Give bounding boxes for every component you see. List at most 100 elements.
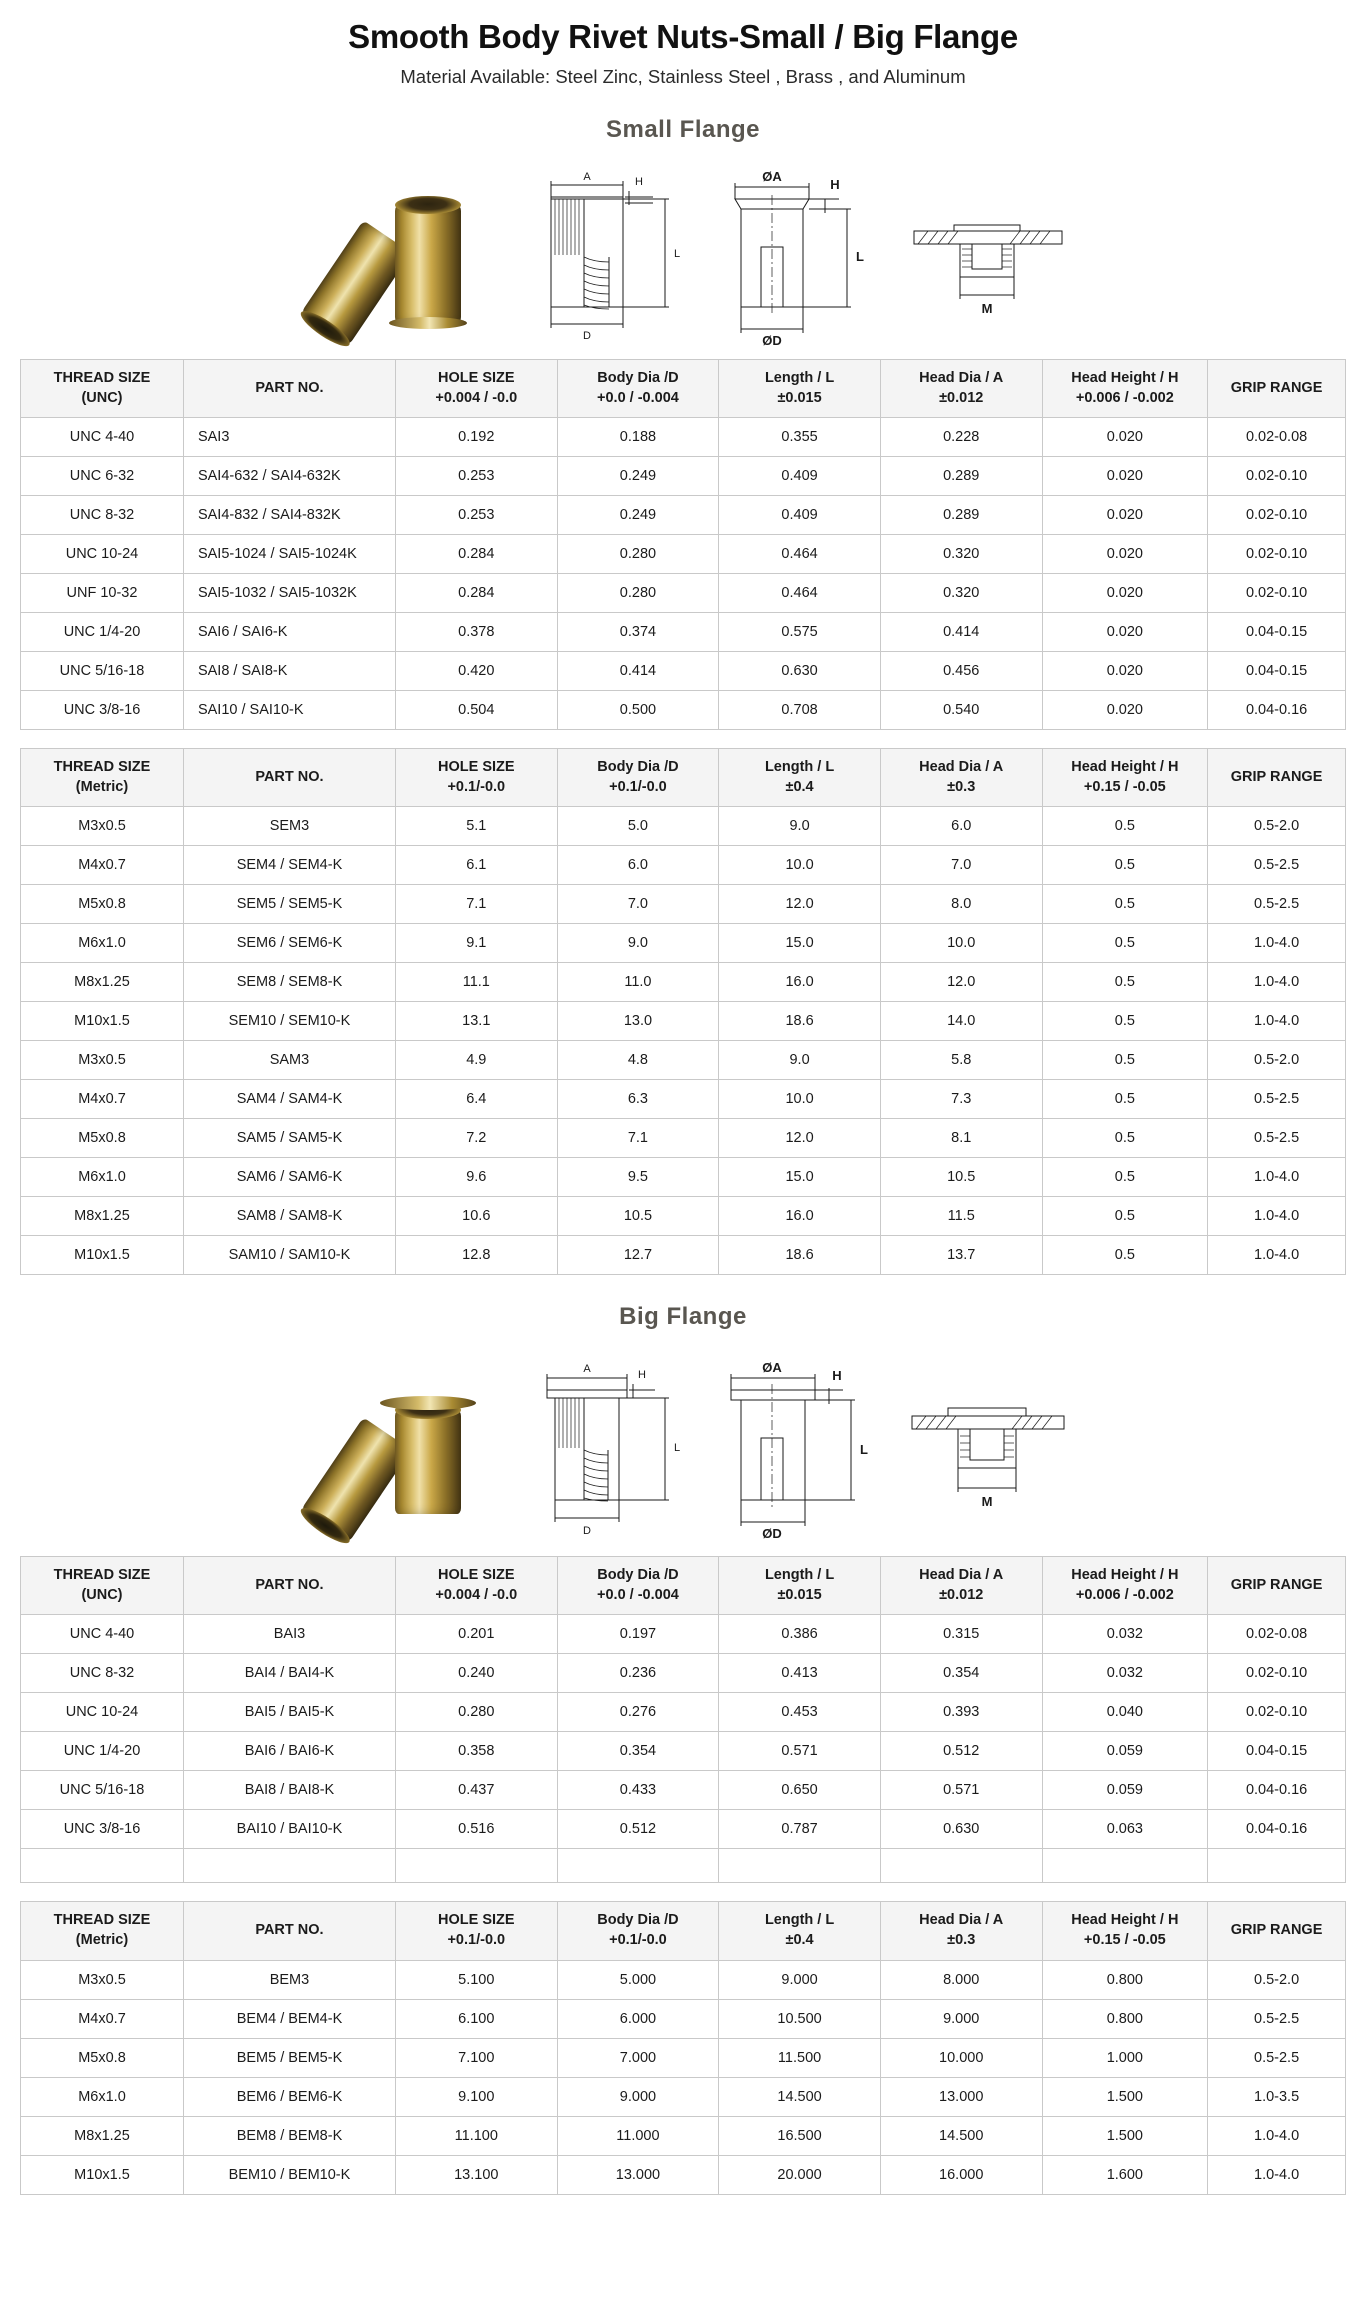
col-thread-size-main: THREAD SIZE bbox=[53, 759, 151, 776]
cell-body-dia: 9.000 bbox=[556, 2076, 720, 2117]
cell-part-no: BEM4 / BEM4-K bbox=[182, 1998, 396, 2039]
cell-head-height: 0.5 bbox=[1041, 962, 1209, 1003]
col-length-main: Length / L bbox=[764, 1912, 835, 1929]
cell-length: 0.355 bbox=[718, 417, 881, 458]
cell-head-dia: 0.228 bbox=[879, 417, 1043, 458]
cell-grip-range: 0.5-2.0 bbox=[1207, 1040, 1346, 1081]
cell-head-height: 0.5 bbox=[1041, 1040, 1209, 1081]
cell-hole-size: 9.1 bbox=[394, 923, 558, 964]
cell-head-dia: 14.0 bbox=[879, 1001, 1043, 1042]
cell-length: 0.453 bbox=[718, 1692, 881, 1733]
cell-part-no: BAI5 / BAI5-K bbox=[182, 1692, 396, 1733]
cell-grip-range: 0.02-0.10 bbox=[1207, 456, 1346, 497]
cell-body-dia: 0.276 bbox=[556, 1692, 720, 1733]
col-length-main: Length / L bbox=[764, 370, 835, 386]
cell-thread-size: UNC 5/16-18 bbox=[20, 1770, 184, 1811]
cell-thread-size: UNF 10-32 bbox=[20, 573, 184, 614]
cell-body-dia: 6.000 bbox=[556, 1998, 720, 2039]
col-thread-size-sub: (Metric) bbox=[75, 778, 129, 795]
cell-head-height: 0.020 bbox=[1041, 417, 1209, 458]
cell-thread-size: M6x1.0 bbox=[20, 923, 184, 964]
cell-head-dia: 0.630 bbox=[879, 1809, 1043, 1850]
cell-thread-size: M4x0.7 bbox=[20, 1079, 184, 1120]
cell-body-dia: 0.433 bbox=[556, 1770, 720, 1811]
cell-hole-size: 0.280 bbox=[394, 1692, 558, 1733]
col-head-height-sub: +0.15 / -0.05 bbox=[1083, 1931, 1166, 1948]
table-row: M6x1.0 BEM6 / BEM6-K 9.100 9.000 14.500 13.00… bbox=[20, 2076, 1346, 2117]
cell-body-dia: 0.512 bbox=[556, 1809, 720, 1850]
col-hole-size-sub: +0.1/-0.0 bbox=[447, 778, 506, 795]
table-row: M4x0.7 SEM4 / SEM4-K 6.1 6.0 10.0 7.0 0.5 0.5-2… bbox=[20, 845, 1346, 886]
col-thread-size: THREAD SIZE (Metric) bbox=[20, 748, 184, 808]
big-flange-metric-table: THREAD SIZE (Metric) PART NO. HOLE SIZE … bbox=[20, 1901, 1346, 2195]
col-body-dia-sub: +0.0 / -0.004 bbox=[597, 1586, 679, 1603]
cell-body-dia: 11.0 bbox=[556, 962, 720, 1003]
table-row: UNC 8-32 SAI4-832 / SAI4-832K 0.253 0.249 0.… bbox=[20, 495, 1346, 536]
dim-label-h: H bbox=[638, 1369, 646, 1381]
col-head-height-main: Head Height / H bbox=[1071, 1912, 1179, 1929]
cell-grip-range: 0.02-0.10 bbox=[1207, 495, 1346, 536]
cell-grip-range: 1.0-4.0 bbox=[1207, 2115, 1346, 2156]
cell-head-dia: 9.000 bbox=[879, 1998, 1043, 2039]
table-row: UNC 5/16-18 BAI8 / BAI8-K 0.437 0.433 0.650 0… bbox=[20, 1770, 1346, 1811]
col-length-sub: ±0.4 bbox=[785, 1931, 814, 1948]
cell-length: 15.0 bbox=[718, 1157, 881, 1198]
table-row: M5x0.8 SEM5 / SEM5-K 7.1 7.0 12.0 8.0 0.5 0.5-2… bbox=[20, 884, 1346, 925]
dim-label-a: A bbox=[583, 171, 591, 183]
dim-label-dia-a: ØA bbox=[762, 169, 782, 184]
cell-body-dia: 0.500 bbox=[556, 690, 720, 731]
col-head-height-main: Head Height / H bbox=[1071, 759, 1179, 776]
cell-part-no: SAI10 / SAI10-K bbox=[182, 690, 396, 731]
col-part-no: PART NO. bbox=[182, 358, 396, 419]
col-head-dia-main: Head Dia / A bbox=[919, 370, 1004, 386]
cell-thread-size: M5x0.8 bbox=[20, 2037, 184, 2078]
cell-grip-range: 0.04-0.16 bbox=[1207, 690, 1346, 731]
table-row: M5x0.8 BEM5 / BEM5-K 7.100 7.000 11.500 10.00… bbox=[20, 2037, 1346, 2078]
cell-thread-size: UNC 3/8-16 bbox=[20, 1809, 184, 1850]
cell-grip-range bbox=[1207, 1848, 1346, 1884]
col-body-dia: Body Dia /D +0.1/-0.0 bbox=[556, 1901, 720, 1961]
cell-body-dia bbox=[556, 1848, 720, 1884]
cell-body-dia: 13.0 bbox=[556, 1001, 720, 1042]
cell-part-no: BEM3 bbox=[182, 1959, 396, 2000]
cell-hole-size: 7.2 bbox=[394, 1118, 558, 1159]
cell-thread-size: M3x0.5 bbox=[20, 1959, 184, 2000]
cell-body-dia: 5.000 bbox=[556, 1959, 720, 2000]
col-thread-size: THREAD SIZE (UNC) bbox=[20, 358, 184, 419]
table-row: M6x1.0 SAM6 / SAM6-K 9.6 9.5 15.0 10.5 0.5 1.0-… bbox=[20, 1157, 1346, 1198]
col-hole-size-main: HOLE SIZE bbox=[438, 370, 515, 386]
table-row: M5x0.8 SAM5 / SAM5-K 7.2 7.1 12.0 8.1 0.5 0.5-2… bbox=[20, 1118, 1346, 1159]
cell-hole-size: 5.100 bbox=[394, 1959, 558, 2000]
cell-head-height: 0.059 bbox=[1041, 1770, 1209, 1811]
cell-part-no: SEM5 / SEM5-K bbox=[182, 884, 396, 925]
dim-label-h-2: H bbox=[832, 1368, 841, 1383]
cell-part-no: BEM10 / BEM10-K bbox=[182, 2154, 396, 2195]
cell-hole-size: 13.1 bbox=[394, 1001, 558, 1042]
col-body-dia-main: Body Dia /D bbox=[597, 1567, 679, 1584]
col-length-main: Length / L bbox=[764, 1567, 835, 1584]
col-thread-size: THREAD SIZE (Metric) bbox=[20, 1901, 184, 1961]
col-hole-size: HOLE SIZE +0.004 / -0.0 bbox=[394, 1556, 558, 1616]
cell-hole-size: 0.358 bbox=[394, 1731, 558, 1772]
cell-grip-range: 1.0-4.0 bbox=[1207, 1157, 1346, 1198]
cell-length: 0.413 bbox=[718, 1653, 881, 1694]
cell-hole-size: 9.100 bbox=[394, 2076, 558, 2117]
cell-part-no: SAM10 / SAM10-K bbox=[182, 1235, 396, 1276]
cell-grip-range: 0.04-0.16 bbox=[1207, 1770, 1346, 1811]
cell-hole-size: 0.253 bbox=[394, 456, 558, 497]
cell-head-dia: 10.5 bbox=[879, 1157, 1043, 1198]
cell-length: 0.708 bbox=[718, 690, 881, 731]
col-head-dia-main: Head Dia / A bbox=[919, 1567, 1004, 1584]
col-thread-size-main: THREAD SIZE bbox=[53, 370, 151, 386]
table-row: UNC 3/8-16 SAI10 / SAI10-K 0.504 0.500 0.708… bbox=[20, 690, 1346, 731]
photo-rivet-nut-upright bbox=[395, 1401, 461, 1515]
cell-head-dia: 6.0 bbox=[879, 806, 1043, 847]
cell-hole-size: 12.8 bbox=[394, 1235, 558, 1276]
cell-grip-range: 0.02-0.10 bbox=[1207, 573, 1346, 614]
cell-body-dia: 6.0 bbox=[556, 845, 720, 886]
cell-part-no bbox=[182, 1848, 396, 1884]
table-row: UNC 3/8-16 BAI10 / BAI10-K 0.516 0.512 0.787… bbox=[20, 1809, 1346, 1850]
cell-hole-size: 0.240 bbox=[394, 1653, 558, 1694]
col-body-dia-main: Body Dia /D bbox=[597, 759, 679, 776]
cell-part-no: SAM6 / SAM6-K bbox=[182, 1157, 396, 1198]
